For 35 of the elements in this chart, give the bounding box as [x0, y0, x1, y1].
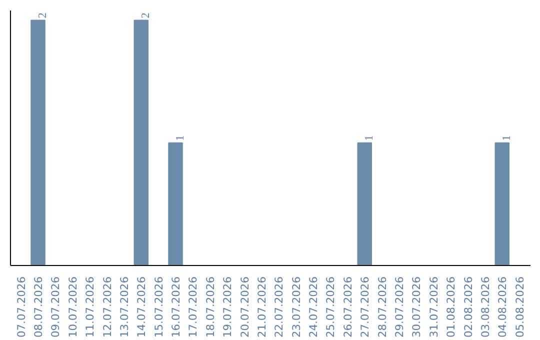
x-tick-label: 16.07.2026	[170, 276, 183, 338]
x-tick-label: 24.07.2026	[307, 276, 320, 338]
data-label: 1	[364, 135, 376, 141]
x-tick-label: 29.07.2026	[392, 276, 406, 338]
x-tick-label: 08.07.2026	[32, 276, 46, 338]
x-tick-label: 30.07.2026	[410, 276, 424, 338]
x-tick-label: 13.07.2026	[118, 276, 131, 338]
x-tick-label: 15.07.2026	[152, 276, 166, 338]
x-tick-label: 31.07.2026	[427, 276, 440, 338]
x-tick-label: 12.07.2026	[100, 276, 114, 338]
x-tick-label: 10.07.2026	[66, 276, 80, 338]
data-label: 1	[174, 135, 187, 141]
x-tick-label: 14.07.2026	[135, 276, 148, 338]
x-tick-label: 01.08.2026	[444, 276, 458, 338]
x-tick-label: 25.07.2026	[324, 276, 338, 338]
x-tick-label: 26.07.2026	[341, 276, 354, 338]
x-tick-label: 28.07.2026	[376, 276, 389, 338]
x-tick-label: 20.07.2026	[238, 276, 252, 338]
data-label: 2	[140, 12, 152, 18]
x-tick-label: 22.07.2026	[272, 276, 286, 338]
x-tick-label: 04.08.2026	[496, 276, 510, 338]
x-tick-label: 05.08.2026	[513, 276, 526, 338]
x-tick-label: 17.07.2026	[186, 276, 200, 338]
x-tick-label: 23.07.2026	[290, 276, 303, 338]
x-tick-label: 07.07.2026	[14, 276, 28, 338]
data-label: 2	[37, 12, 50, 18]
x-tick-label: 02.08.2026	[462, 276, 475, 338]
data-label: 1	[501, 135, 514, 141]
x-tick-label: 18.07.2026	[204, 276, 217, 338]
x-tick-label: 09.07.2026	[49, 276, 62, 338]
x-tick-label: 27.07.2026	[358, 276, 372, 338]
x-tick-label: 21.07.2026	[255, 276, 268, 338]
x-tick-label: 03.08.2026	[478, 276, 492, 338]
x-tick-label: 11.07.2026	[84, 276, 97, 338]
x-tick-label: 19.07.2026	[221, 276, 234, 338]
